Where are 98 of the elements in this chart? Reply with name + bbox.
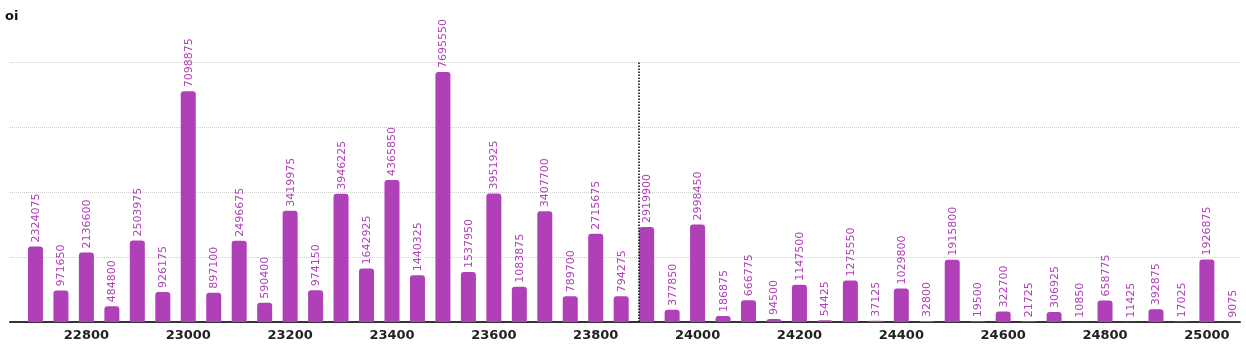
data-label: 306925 <box>1047 266 1061 309</box>
x-tick-label: 23400 <box>369 327 415 342</box>
data-label: 2919900 <box>640 174 654 224</box>
bar <box>588 233 604 322</box>
bar <box>791 284 807 322</box>
x-tick-label: 24600 <box>980 327 1026 342</box>
x-tick-label: 24200 <box>776 327 823 342</box>
data-label: 11425 <box>1124 282 1137 318</box>
data-label: 186875 <box>716 269 730 312</box>
bar <box>27 246 43 322</box>
bar <box>639 227 655 322</box>
x-tick-label: 22800 <box>63 327 110 342</box>
bar <box>1199 259 1215 322</box>
x-tick-label: 24400 <box>878 327 924 342</box>
data-label: 666775 <box>742 254 756 297</box>
bar <box>180 91 196 322</box>
x-tick-label: 25000 <box>1184 327 1230 342</box>
y-axis-title: oi <box>5 8 19 23</box>
data-label: 7695550 <box>436 18 450 68</box>
bar <box>155 291 171 322</box>
data-label: 19500 <box>971 282 985 318</box>
data-label: 484800 <box>105 260 119 303</box>
bar <box>460 272 476 322</box>
data-label: 4365850 <box>385 127 399 177</box>
bar <box>842 280 858 322</box>
data-label: 17025 <box>1174 282 1188 318</box>
bar <box>741 300 757 322</box>
data-label: 590400 <box>258 256 272 299</box>
data-label: 789700 <box>563 250 577 293</box>
x-tick-label: 23000 <box>165 327 211 342</box>
bar <box>613 296 629 322</box>
x-tick-label: 24800 <box>1082 327 1128 342</box>
data-label: 32800 <box>920 281 934 317</box>
x-tick-label: 23800 <box>573 327 619 342</box>
bar <box>231 240 247 322</box>
data-label: 377850 <box>665 263 679 306</box>
data-label: 1147500 <box>792 231 806 281</box>
data-label: 974150 <box>309 244 323 287</box>
data-label: 3946225 <box>334 140 348 190</box>
data-label: 1537950 <box>461 219 475 269</box>
data-label: 3419975 <box>283 157 297 207</box>
data-label: 21725 <box>1022 282 1036 318</box>
bar <box>944 259 960 322</box>
data-label: 926175 <box>156 245 170 288</box>
data-label: 1926875 <box>1200 206 1214 256</box>
data-label: 322700 <box>996 265 1010 308</box>
bar <box>282 210 298 322</box>
bar <box>129 240 145 322</box>
bar <box>486 193 502 322</box>
data-label: 94500 <box>767 279 781 315</box>
data-label: 54425 <box>818 281 832 317</box>
data-label: 1275550 <box>843 227 857 277</box>
data-label: 9075 <box>1225 289 1239 318</box>
bar <box>78 252 94 322</box>
data-label: 2998450 <box>691 171 705 221</box>
bar <box>1148 309 1164 322</box>
data-label: 1083875 <box>512 233 526 283</box>
data-label: 3407700 <box>538 158 552 208</box>
bar <box>562 296 578 322</box>
data-label: 1642925 <box>360 215 374 265</box>
data-label: 1440325 <box>410 222 424 272</box>
data-label: 1029800 <box>894 235 908 285</box>
data-label: 392875 <box>1149 263 1163 306</box>
bar <box>104 306 120 322</box>
bar <box>359 268 375 322</box>
bar <box>53 290 69 322</box>
x-tick-label: 23200 <box>267 327 313 342</box>
x-tick-label: 24000 <box>674 327 721 342</box>
bar <box>333 193 349 322</box>
bar <box>664 309 680 322</box>
bar <box>308 290 324 322</box>
bar <box>1097 300 1113 322</box>
bar <box>1046 312 1062 322</box>
bar <box>690 224 706 322</box>
data-label: 2715675 <box>589 180 603 230</box>
data-label: 2136600 <box>79 199 93 249</box>
data-label: 3951925 <box>487 140 501 190</box>
data-label: 658775 <box>1098 254 1112 297</box>
bar <box>435 71 451 322</box>
data-label: 2496675 <box>232 187 246 237</box>
data-label: 2503975 <box>130 187 144 237</box>
bar <box>206 292 222 322</box>
bar <box>893 288 909 322</box>
data-label: 37125 <box>869 281 883 317</box>
x-tick-label: 23600 <box>471 327 517 342</box>
bar <box>537 211 553 322</box>
bar <box>995 311 1011 322</box>
bar <box>409 275 425 322</box>
data-label: 1915800 <box>945 206 959 256</box>
data-label: 897100 <box>207 246 221 289</box>
data-label: 7098875 <box>181 38 195 88</box>
bar <box>257 302 273 322</box>
bar <box>384 180 400 322</box>
data-label: 971650 <box>54 244 68 287</box>
data-label: 794275 <box>614 250 628 293</box>
bar <box>511 286 527 322</box>
data-label: 10850 <box>1073 282 1087 318</box>
data-label: 2324075 <box>28 193 42 243</box>
